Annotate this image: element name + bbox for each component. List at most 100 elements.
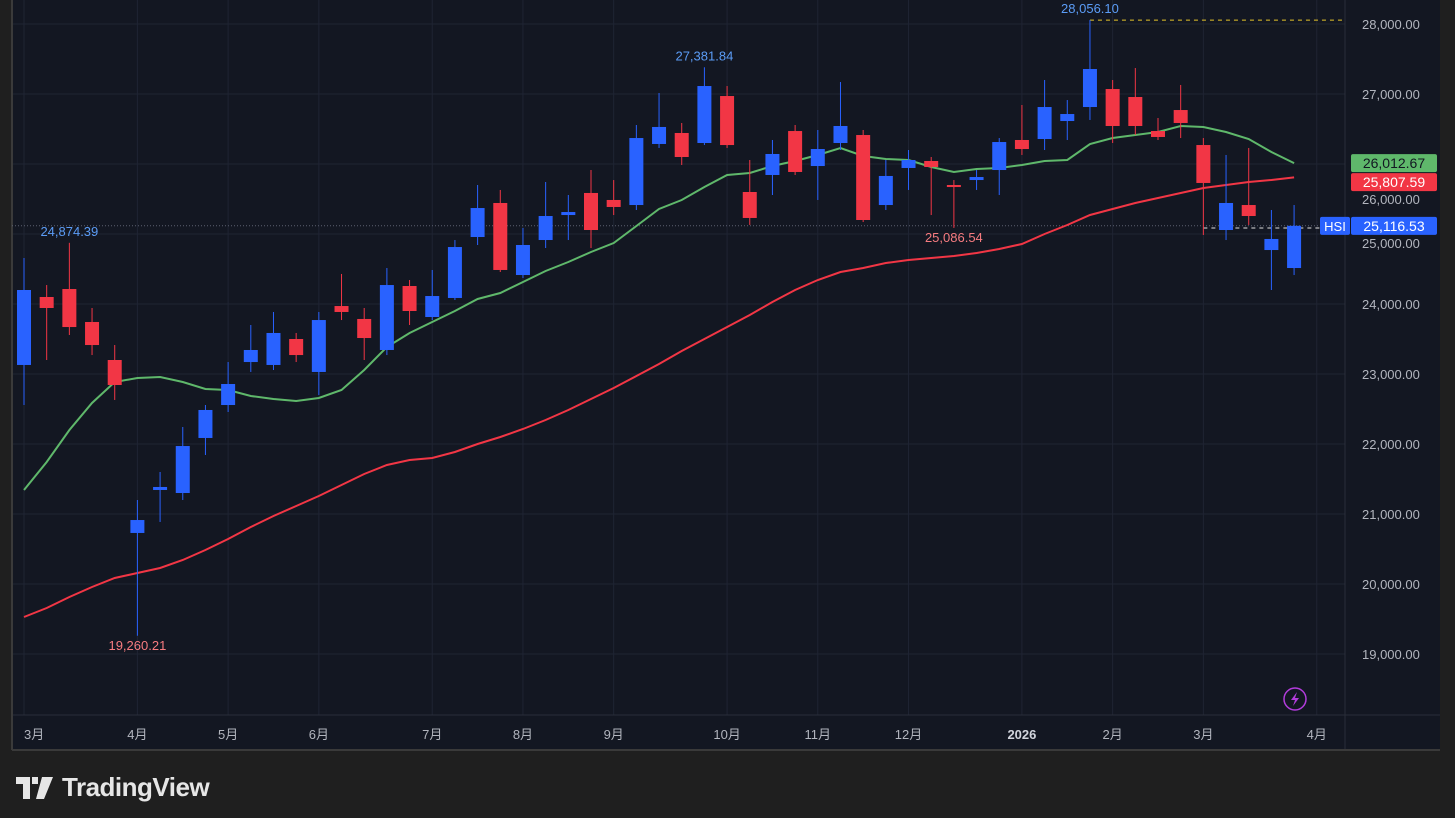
candle-body[interactable] [969, 177, 984, 181]
candle-body[interactable] [402, 286, 417, 311]
candle-body[interactable] [175, 446, 190, 493]
y-tick-label: 25,000.00 [1362, 236, 1420, 251]
candle-body[interactable] [85, 321, 100, 346]
candle-body[interactable] [992, 142, 1007, 171]
candle-body[interactable] [1128, 97, 1143, 126]
lightning-icon [1291, 692, 1299, 706]
extreme-label: 19,260.21 [108, 638, 166, 653]
ma-line [23, 124, 1295, 491]
candle-body[interactable] [493, 202, 508, 270]
candle-body[interactable] [107, 360, 122, 385]
extreme-label: 27,381.84 [675, 48, 733, 63]
y-tick-label: 28,000.00 [1362, 17, 1420, 32]
candle-body[interactable] [1082, 69, 1097, 108]
candle-body[interactable] [901, 160, 916, 168]
x-tick-label: 7月 [422, 727, 442, 742]
candle-body[interactable] [221, 384, 236, 406]
candle-body[interactable] [289, 339, 304, 356]
price-label-bg [1351, 216, 1437, 235]
candle-body[interactable] [1264, 238, 1279, 251]
candle-body[interactable] [266, 332, 281, 365]
candle-body[interactable] [198, 409, 213, 438]
y-tick-label: 23,000.00 [1362, 367, 1420, 382]
x-tick-label: 2月 [1103, 727, 1123, 742]
x-tick-label: 2026 [1007, 727, 1036, 742]
candle-body[interactable] [1060, 114, 1075, 122]
extreme-label: 25,086.54 [925, 230, 983, 245]
price-label: 25,116.53 [1363, 218, 1424, 234]
price-label-bg [1351, 173, 1437, 192]
candle-body[interactable] [379, 285, 394, 350]
candle-body[interactable] [833, 125, 848, 143]
extreme-label: 28,056.10 [1061, 1, 1119, 16]
candle-body[interactable] [856, 135, 871, 220]
candle-body[interactable] [697, 86, 712, 143]
candle-body[interactable] [334, 306, 349, 312]
candle-body[interactable] [311, 320, 326, 372]
candle-body[interactable] [765, 153, 780, 175]
candle-body[interactable] [130, 520, 145, 533]
x-tick-label: 4月 [1307, 727, 1327, 742]
candle-body[interactable] [153, 486, 168, 490]
x-tick-label: 12月 [895, 727, 922, 742]
candle-body[interactable] [470, 208, 485, 238]
candle-body[interactable] [742, 192, 757, 218]
candle-body[interactable] [788, 131, 803, 172]
candle-body[interactable] [425, 296, 440, 318]
candle-body[interactable] [17, 290, 31, 365]
tradingview-logo[interactable]: TradingView [16, 772, 210, 803]
candle-body[interactable] [39, 297, 54, 308]
candle-body[interactable] [1219, 202, 1234, 231]
candle-body[interactable] [652, 126, 667, 144]
candle-body[interactable] [1151, 131, 1165, 137]
price-label: 26,012.67 [1363, 155, 1425, 171]
right-edge [1440, 0, 1455, 750]
extreme-label: 24,874.39 [40, 224, 98, 239]
y-tick-label: 20,000.00 [1362, 577, 1420, 592]
candle-body[interactable] [606, 199, 621, 207]
candle-body[interactable] [1014, 139, 1029, 150]
candle-body[interactable] [720, 96, 735, 146]
candle-body[interactable] [584, 192, 598, 231]
x-tick-label: 4月 [127, 727, 147, 742]
symbol-tag-bg [1320, 216, 1350, 235]
y-tick-label: 27,000.00 [1362, 87, 1420, 102]
candle-body[interactable] [674, 132, 689, 157]
candle-body[interactable] [1241, 205, 1256, 217]
x-tick-label: 11月 [805, 727, 832, 742]
candle-body[interactable] [1105, 89, 1120, 126]
y-tick-label: 24,000.00 [1362, 297, 1420, 312]
candle-body[interactable] [1196, 145, 1211, 183]
x-tick-label: 3月 [24, 727, 44, 742]
x-tick-label: 5月 [218, 727, 238, 742]
y-tick-label: 21,000.00 [1362, 507, 1420, 522]
y-tick-label: 19,000.00 [1362, 647, 1420, 662]
candle-body[interactable] [810, 149, 825, 167]
tradingview-logo-icon [16, 776, 53, 799]
candle-body[interactable] [946, 185, 961, 188]
candle-body[interactable] [243, 349, 258, 363]
symbol-tag: HSI [1324, 219, 1346, 234]
price-label: 25,807.59 [1363, 174, 1425, 190]
candle-body[interactable] [357, 318, 372, 339]
candle-body[interactable] [1037, 107, 1052, 140]
candle-body[interactable] [1173, 110, 1188, 123]
lightning-button[interactable] [1283, 687, 1307, 711]
candle-body[interactable] [1287, 225, 1302, 269]
y-tick-label: 26,000.00 [1362, 192, 1420, 207]
candle-body[interactable] [515, 244, 530, 276]
x-tick-label: 3月 [1193, 727, 1213, 742]
x-tick-label: 10月 [713, 727, 740, 742]
candle-body[interactable] [924, 160, 939, 168]
candle-body[interactable] [878, 175, 893, 206]
y-tick-label: 22,000.00 [1362, 437, 1420, 452]
x-tick-label: 9月 [604, 727, 624, 742]
candle-body[interactable] [538, 216, 553, 241]
candle-body[interactable] [62, 289, 77, 328]
price-label-bg [1351, 154, 1437, 173]
candle-body[interactable] [629, 138, 644, 206]
candle-body[interactable] [561, 212, 576, 216]
candle-body[interactable] [447, 247, 462, 298]
tradingview-logo-text: TradingView [62, 772, 210, 802]
